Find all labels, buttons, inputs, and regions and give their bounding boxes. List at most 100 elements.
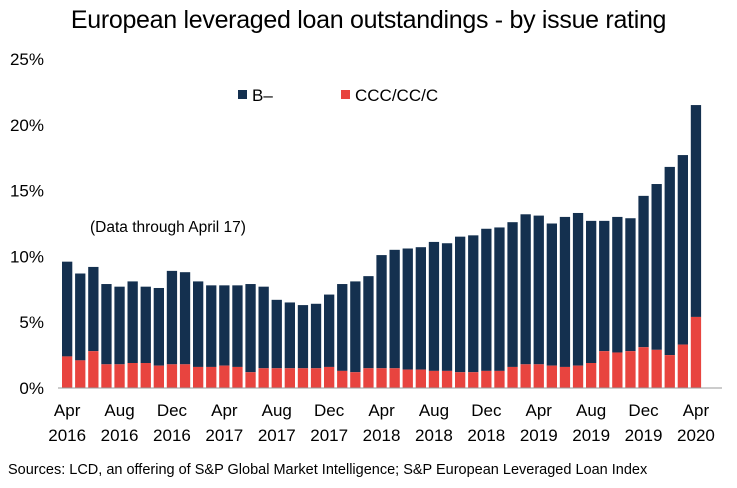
bar-b-minus (245, 284, 256, 373)
x-tick-month: Aug (419, 401, 449, 420)
bar-b-minus (88, 266, 99, 352)
bar-ccc (337, 370, 348, 388)
bar-ccc (651, 349, 662, 388)
bar-ccc (507, 366, 518, 388)
bar-ccc (533, 364, 544, 388)
bar-area (62, 105, 702, 388)
bar-b-minus (284, 302, 295, 369)
x-tick-year: 2016 (101, 426, 139, 445)
bar-ccc (232, 366, 243, 388)
x-tick-month: Dec (628, 401, 659, 420)
y-tick-label: 10% (10, 247, 44, 266)
bar-b-minus (337, 284, 348, 371)
x-tick-month: Dec (471, 401, 502, 420)
x-tick-year: 2019 (572, 426, 610, 445)
bar-ccc (572, 365, 584, 388)
bar-b-minus (638, 195, 649, 348)
x-tick-month: Dec (157, 401, 188, 420)
bar-b-minus (677, 155, 688, 345)
bar-ccc (166, 364, 178, 388)
bar-b-minus (664, 166, 675, 356)
bar-ccc (179, 364, 191, 388)
bar-ccc (350, 372, 361, 388)
bar-ccc (75, 360, 86, 388)
bar-b-minus (140, 286, 151, 363)
bar-ccc (88, 351, 99, 388)
x-tick-year: 2020 (677, 426, 715, 445)
bar-ccc (206, 366, 217, 388)
bar-ccc (62, 356, 73, 388)
bar-b-minus (533, 215, 544, 365)
x-tick-year: 2017 (258, 426, 296, 445)
bar-ccc (127, 362, 138, 388)
legend-label-ccc: CCC/CC/C (355, 86, 438, 105)
bar-b-minus (586, 220, 597, 363)
bar-b-minus (297, 305, 309, 369)
x-tick-year: 2017 (310, 426, 348, 445)
x-tick-year: 2016 (48, 426, 86, 445)
y-tick-label: 15% (10, 182, 44, 201)
x-tick-month: Aug (104, 401, 134, 420)
x-axis-ticks: Apr 2016 Aug 2016 Dec 2016 Apr 2017 Aug 2017 Dec 20… (48, 401, 715, 445)
bar-ccc (559, 366, 571, 388)
bar-b-minus (363, 276, 374, 369)
bar-ccc (324, 366, 335, 388)
bar-b-minus (441, 243, 453, 371)
bar-b-minus (599, 220, 610, 352)
bar-b-minus (559, 216, 571, 367)
bar-ccc (468, 372, 479, 388)
bar-ccc (599, 351, 610, 388)
x-tick-year: 2017 (205, 426, 243, 445)
bar-ccc (284, 368, 295, 388)
bar-ccc (441, 370, 453, 388)
x-tick-year: 2018 (415, 426, 453, 445)
legend: B– CCC/CC/C (238, 86, 438, 105)
bar-b-minus (101, 284, 112, 365)
bar-b-minus (481, 228, 492, 371)
bar-ccc (494, 370, 505, 388)
bar-ccc (114, 364, 125, 388)
bar-b-minus (62, 261, 73, 357)
bar-ccc (586, 362, 597, 388)
bar-b-minus (219, 285, 230, 366)
x-tick-month: Apr (54, 401, 81, 420)
bar-b-minus (651, 184, 662, 350)
bar-b-minus (324, 294, 335, 367)
bar-b-minus (415, 247, 426, 370)
y-axis-ticks: 0% 5% 10% 15% 20% 25% (10, 50, 44, 398)
bar-ccc (258, 368, 269, 388)
x-tick-month: Aug (262, 401, 292, 420)
bar-ccc (389, 368, 400, 388)
x-tick-month: Apr (211, 401, 238, 420)
bar-ccc (428, 370, 440, 388)
bar-b-minus (376, 255, 387, 369)
source-note: Sources: LCD, an offering of S&P Global … (8, 462, 648, 478)
bar-b-minus (572, 212, 584, 366)
bar-ccc (310, 368, 322, 388)
bar-b-minus (690, 105, 702, 317)
bar-b-minus (153, 287, 164, 366)
bar-ccc (271, 368, 282, 388)
bar-ccc (520, 364, 531, 388)
x-tick-year: 2019 (625, 426, 663, 445)
bar-b-minus (166, 270, 178, 365)
bar-b-minus (350, 281, 361, 373)
bar-ccc (363, 368, 374, 388)
bar-ccc (101, 364, 112, 388)
x-tick-month: Dec (314, 401, 345, 420)
x-tick-month: Aug (576, 401, 606, 420)
bar-b-minus (310, 303, 322, 369)
bar-b-minus (468, 235, 479, 373)
bar-b-minus (612, 216, 623, 353)
bar-b-minus (520, 214, 531, 365)
y-tick-label: 0% (19, 379, 44, 398)
bar-b-minus (271, 299, 282, 369)
legend-label-b-minus: B– (252, 86, 273, 105)
bar-ccc (153, 365, 164, 388)
y-tick-label: 20% (10, 116, 44, 135)
x-tick-year: 2018 (467, 426, 505, 445)
bar-ccc (625, 351, 636, 388)
bar-ccc (664, 355, 675, 388)
bar-b-minus (402, 248, 413, 370)
